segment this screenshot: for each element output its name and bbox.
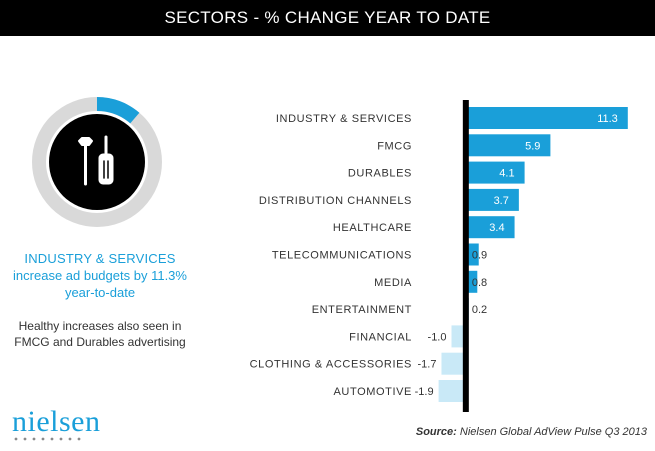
bar	[438, 380, 466, 402]
screwdriver-icon	[98, 135, 114, 185]
data-label: -1.7	[417, 359, 436, 371]
category-label: INDUSTRY & SERVICES	[276, 113, 412, 125]
logo-dots	[14, 437, 81, 441]
supporting-note-line-1: Healthy increases also seen in	[18, 319, 182, 333]
data-label: -1.9	[415, 386, 434, 398]
category-label: ENTERTAINMENT	[312, 304, 412, 316]
bar	[465, 134, 551, 157]
category-label: FINANCIAL	[349, 331, 412, 343]
category-label: CLOTHING & ACCESSORIES	[250, 359, 412, 371]
wrench-icon	[78, 137, 93, 186]
source-label: Source:	[415, 426, 457, 438]
category-label: HEALTHCARE	[333, 222, 412, 234]
data-label: 5.9	[525, 140, 540, 152]
donut-progress-ring	[32, 97, 162, 227]
category-label: TELECOMMUNICATIONS	[272, 250, 412, 262]
source-text: Nielsen Global AdView Pulse Q3 2013	[456, 426, 647, 438]
data-label: -1.0	[428, 331, 447, 343]
bar	[451, 325, 466, 348]
data-label: 0.8	[472, 277, 487, 289]
bar	[465, 107, 628, 129]
nielsen-logo: nielsen	[12, 405, 101, 438]
bar	[465, 216, 515, 239]
category-label: AUTOMOTIVE	[333, 386, 412, 398]
supporting-note-line-2: FMCG and Durables advertising	[14, 335, 186, 349]
data-label: 3.7	[494, 195, 509, 207]
donut-progress-arc	[96, 97, 140, 124]
page-title: SECTORS - % CHANGE YEAR TO DATE	[164, 8, 491, 27]
tools-icon	[78, 135, 114, 186]
bar	[465, 243, 479, 266]
data-label: 0.2	[472, 304, 487, 316]
key-finding-line-3: year-to-date	[64, 285, 136, 300]
category-label: DURABLES	[348, 168, 412, 180]
supporting-note: Healthy increases also seen in FMCG and …	[0, 318, 200, 350]
data-label: 11.3	[597, 113, 618, 125]
bar	[465, 270, 478, 293]
bar	[465, 188, 519, 211]
key-finding-line-2: increase ad budgets by 11.3%	[13, 268, 187, 283]
sector-bar-chart: INDUSTRY & SERVICES 11.3 FMCG 5.9 DURABLES 4.…	[250, 100, 628, 412]
data-label: 3.4	[489, 222, 504, 234]
data-label: 4.1	[499, 168, 514, 180]
data-label: 0.9	[472, 250, 487, 262]
chart-title-bar: SECTORS - % CHANGE YEAR TO DATE	[0, 0, 655, 36]
bar	[441, 352, 466, 375]
bar	[465, 161, 525, 184]
category-label: MEDIA	[374, 277, 412, 289]
donut-center	[49, 114, 145, 210]
category-label: FMCG	[377, 140, 412, 152]
category-label: DISTRIBUTION CHANNELS	[259, 195, 412, 207]
key-finding: INDUSTRY & SERVICES increase ad budgets …	[0, 250, 200, 301]
key-finding-title: INDUSTRY & SERVICES	[24, 251, 176, 266]
source-note: Source: Nielsen Global AdView Pulse Q3 2…	[416, 426, 647, 438]
